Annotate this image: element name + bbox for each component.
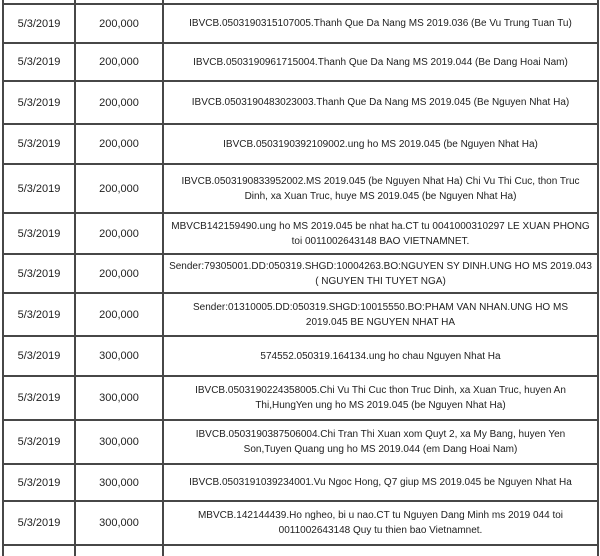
date-cell: 5/3/2019 bbox=[2, 335, 76, 377]
table-row: 5/3/2019 200,000 IBVCB.0503190833952002.… bbox=[2, 163, 599, 214]
partial-cell bbox=[74, 544, 164, 556]
table-row: 5/3/2019 200,000 IBVCB.0503190315107005.… bbox=[2, 3, 599, 44]
description-cell: IBVCB.0503190315107005.Thanh Que Da Nang… bbox=[162, 3, 599, 44]
amount-cell: 200,000 bbox=[74, 3, 164, 44]
description-cell: Sender:01310005.DD:050319.SHGD:10015550.… bbox=[162, 292, 599, 337]
table-row: 5/3/2019 200,000 IBVCB.0503190483023003.… bbox=[2, 80, 599, 125]
date-cell: 5/3/2019 bbox=[2, 500, 76, 546]
partial-row-top bbox=[2, 0, 599, 5]
date-cell: 5/3/2019 bbox=[2, 42, 76, 82]
amount-cell: 300,000 bbox=[74, 375, 164, 421]
table-row: 5/3/2019 300,000 IBVCB.0503190387506004.… bbox=[2, 419, 599, 465]
date-cell: 5/3/2019 bbox=[2, 80, 76, 125]
amount-cell: 200,000 bbox=[74, 123, 164, 165]
table-row: 5/3/2019 200,000 IBVCB.0503190392109002.… bbox=[2, 123, 599, 165]
table-row: 5/3/2019 300,000 574552.050319.164134.un… bbox=[2, 335, 599, 377]
table-row: 5/3/2019 200,000 MBVCB142159490.ung ho M… bbox=[2, 212, 599, 255]
partial-cell bbox=[74, 0, 164, 5]
date-cell: 5/3/2019 bbox=[2, 123, 76, 165]
date-cell: 5/3/2019 bbox=[2, 419, 76, 465]
date-cell: 5/3/2019 bbox=[2, 163, 76, 214]
amount-cell: 300,000 bbox=[74, 463, 164, 502]
description-cell: 574552.050319.164134.ung ho chau Nguyen … bbox=[162, 335, 599, 377]
description-cell: IBVCB.0503190961715004.Thanh Que Da Nang… bbox=[162, 42, 599, 82]
date-cell: 5/3/2019 bbox=[2, 375, 76, 421]
partial-cell bbox=[2, 0, 76, 5]
description-cell: IBVCB.0503190483023003.Thanh Que Da Nang… bbox=[162, 80, 599, 125]
amount-cell: 300,000 bbox=[74, 335, 164, 377]
amount-cell: 200,000 bbox=[74, 253, 164, 294]
amount-cell: 200,000 bbox=[74, 292, 164, 337]
amount-cell: 300,000 bbox=[74, 500, 164, 546]
table-row: 5/3/2019 200,000 Sender:01310005.DD:0503… bbox=[2, 292, 599, 337]
amount-cell: 300,000 bbox=[74, 419, 164, 465]
table-row: 5/3/2019 300,000 IBVCB.0503190224358005.… bbox=[2, 375, 599, 421]
partial-cell bbox=[2, 544, 76, 556]
date-cell: 5/3/2019 bbox=[2, 463, 76, 502]
description-cell: Sender:79305001.DD:050319.SHGD:10004263.… bbox=[162, 253, 599, 294]
description-cell: IBVCB.0503190224358005.Chi Vu Thi Cuc th… bbox=[162, 375, 599, 421]
description-cell: IBVCB.0503191039234001.Vu Ngoc Hong, Q7 … bbox=[162, 463, 599, 502]
description-cell: MBVCB.142144439.Ho ngheo, bi u nao.CT tu… bbox=[162, 500, 599, 546]
table-row: 5/3/2019 300,000 MBVCB.142144439.Ho nghe… bbox=[2, 500, 599, 546]
amount-cell: 200,000 bbox=[74, 212, 164, 255]
description-cell: IBVCB.0503190392109002.ung ho MS 2019.04… bbox=[162, 123, 599, 165]
amount-cell: 200,000 bbox=[74, 80, 164, 125]
description-cell: IBVCB.0503190387506004.Chi Tran Thi Xuan… bbox=[162, 419, 599, 465]
amount-cell: 200,000 bbox=[74, 163, 164, 214]
date-cell: 5/3/2019 bbox=[2, 292, 76, 337]
partial-cell bbox=[162, 0, 599, 5]
date-cell: 5/3/2019 bbox=[2, 253, 76, 294]
table-row: 5/3/2019 200,000 IBVCB.0503190961715004.… bbox=[2, 42, 599, 82]
date-cell: 5/3/2019 bbox=[2, 212, 76, 255]
description-cell: IBVCB.0503190833952002.MS 2019.045 (be N… bbox=[162, 163, 599, 214]
table-row: 5/3/2019 300,000 IBVCB.0503191039234001.… bbox=[2, 463, 599, 502]
amount-cell: 200,000 bbox=[74, 42, 164, 82]
date-cell: 5/3/2019 bbox=[2, 3, 76, 44]
description-cell: MBVCB142159490.ung ho MS 2019.045 be nha… bbox=[162, 212, 599, 255]
table-row: 5/3/2019 200,000 Sender:79305001.DD:0503… bbox=[2, 253, 599, 294]
partial-cell bbox=[162, 544, 599, 556]
partial-row-bottom bbox=[2, 544, 599, 556]
